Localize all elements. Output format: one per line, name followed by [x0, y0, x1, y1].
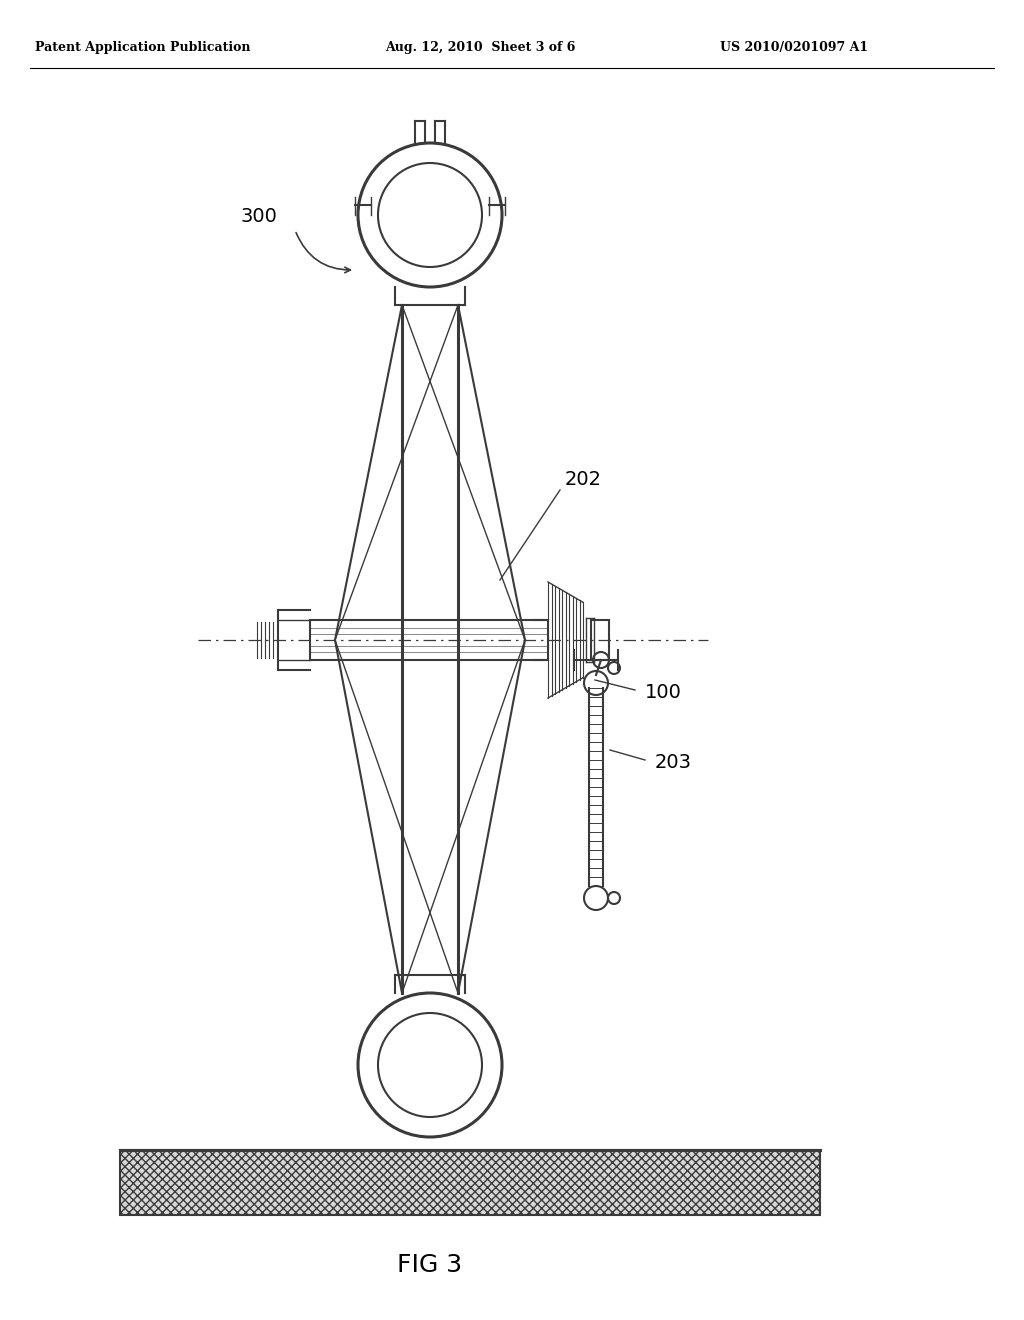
Bar	[310, 620, 548, 660]
Bar	[120, 1150, 820, 1214]
Text: 203: 203	[655, 752, 692, 772]
Text: US 2010/0201097 A1: US 2010/0201097 A1	[720, 41, 868, 54]
Text: 202: 202	[565, 470, 602, 488]
Text: 300: 300	[240, 207, 276, 226]
Text: 100: 100	[645, 682, 682, 702]
Text: FIG 3: FIG 3	[397, 1253, 463, 1276]
Text: Patent Application Publication: Patent Application Publication	[35, 41, 251, 54]
Bar	[591, 620, 609, 660]
Text: Aug. 12, 2010  Sheet 3 of 6: Aug. 12, 2010 Sheet 3 of 6	[385, 41, 575, 54]
